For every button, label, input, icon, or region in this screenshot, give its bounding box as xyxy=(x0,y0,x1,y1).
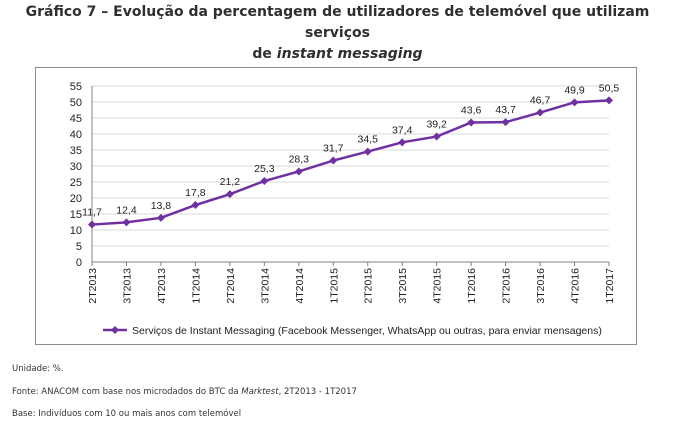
data-label: 50,5 xyxy=(599,82,620,94)
source-prefix: Fonte: ANACOM com base nos microdados do… xyxy=(12,387,242,397)
data-point xyxy=(467,118,476,127)
y-tick-label: 30 xyxy=(70,161,82,173)
data-point xyxy=(294,167,303,176)
chart-title-line2-prefix: de xyxy=(252,46,277,62)
chart-title: Gráfico 7 – Evolução da percentagem de u… xyxy=(0,2,675,65)
y-tick-label: 45 xyxy=(70,113,82,125)
data-point xyxy=(156,213,165,222)
data-label: 43,6 xyxy=(461,104,482,116)
source-suffix: , 2T2013 - 1T2017 xyxy=(278,387,357,397)
data-point xyxy=(225,190,234,199)
data-point xyxy=(501,118,510,127)
base-note: Base: Indivíduos com 10 ou mais anos com… xyxy=(12,409,242,419)
legend-swatch-marker xyxy=(111,326,119,334)
data-label: 34,5 xyxy=(358,134,379,146)
chart-title-line2: de instant messaging xyxy=(0,44,675,65)
data-label: 31,7 xyxy=(323,143,344,155)
x-tick-label: 4T2016 xyxy=(570,268,582,304)
x-tick-label: 1T2014 xyxy=(190,268,202,304)
data-label: 21,2 xyxy=(220,176,241,188)
x-tick-label: 3T2013 xyxy=(121,268,133,304)
y-tick-label: 0 xyxy=(76,257,82,269)
x-tick-label: 3T2014 xyxy=(259,268,271,304)
source-note: Fonte: ANACOM com base nos microdados do… xyxy=(12,387,357,397)
x-tick-label: 4T2015 xyxy=(432,268,444,304)
x-tick-label: 1T2017 xyxy=(604,268,616,304)
data-point xyxy=(398,138,407,147)
y-tick-label: 40 xyxy=(70,129,82,141)
data-point xyxy=(191,201,200,210)
y-tick-label: 20 xyxy=(70,193,82,205)
data-label: 46,7 xyxy=(530,95,551,107)
data-point xyxy=(432,132,441,141)
y-tick-label: 15 xyxy=(70,209,82,221)
x-tick-label: 4T2013 xyxy=(156,268,168,304)
y-tick-label: 10 xyxy=(70,225,82,237)
data-point xyxy=(570,98,579,107)
unit-note: Unidade: %. xyxy=(12,364,64,374)
series-line xyxy=(91,99,610,226)
x-tick-label: 4T2014 xyxy=(294,268,306,304)
data-point xyxy=(88,220,96,229)
legend-label: Serviços de Instant Messaging (Facebook … xyxy=(132,325,602,337)
source-italic: Marktest xyxy=(241,387,279,397)
x-tick-label: 2T2016 xyxy=(501,268,513,304)
y-tick-label: 5 xyxy=(76,241,82,253)
y-tick-label: 50 xyxy=(70,97,82,109)
data-point xyxy=(329,156,338,165)
data-label: 17,8 xyxy=(185,187,206,199)
x-tick-label: 1T2015 xyxy=(328,268,340,304)
y-tick-label: 55 xyxy=(70,81,82,93)
y-tick-label: 25 xyxy=(70,177,82,189)
x-tick-label: 2T2015 xyxy=(363,268,375,304)
x-tick-label: 1T2016 xyxy=(466,268,478,304)
data-label: 39,2 xyxy=(426,119,447,131)
data-point xyxy=(260,177,269,186)
data-label: 37,4 xyxy=(392,124,413,136)
data-label: 49,9 xyxy=(564,84,585,96)
data-point xyxy=(363,147,372,156)
data-label: 43,7 xyxy=(495,104,516,116)
data-label: 25,3 xyxy=(254,163,275,175)
data-point xyxy=(122,218,131,227)
data-point xyxy=(605,96,613,105)
chart-frame xyxy=(35,67,637,345)
x-tick-label: 3T2016 xyxy=(535,268,547,304)
data-label: 28,3 xyxy=(289,153,310,165)
data-label: 11,7 xyxy=(82,207,102,219)
data-label: 13,8 xyxy=(151,200,172,212)
x-tick-label: 2T2013 xyxy=(87,268,99,304)
data-point xyxy=(536,108,545,117)
chart-title-line2-italic: instant messaging xyxy=(276,46,423,62)
data-label: 12,4 xyxy=(116,204,137,216)
chart-title-line1: Gráfico 7 – Evolução da percentagem de u… xyxy=(25,4,650,41)
x-tick-label: 2T2014 xyxy=(225,268,237,304)
x-tick-label: 3T2015 xyxy=(397,268,409,304)
y-tick-label: 35 xyxy=(70,145,82,157)
